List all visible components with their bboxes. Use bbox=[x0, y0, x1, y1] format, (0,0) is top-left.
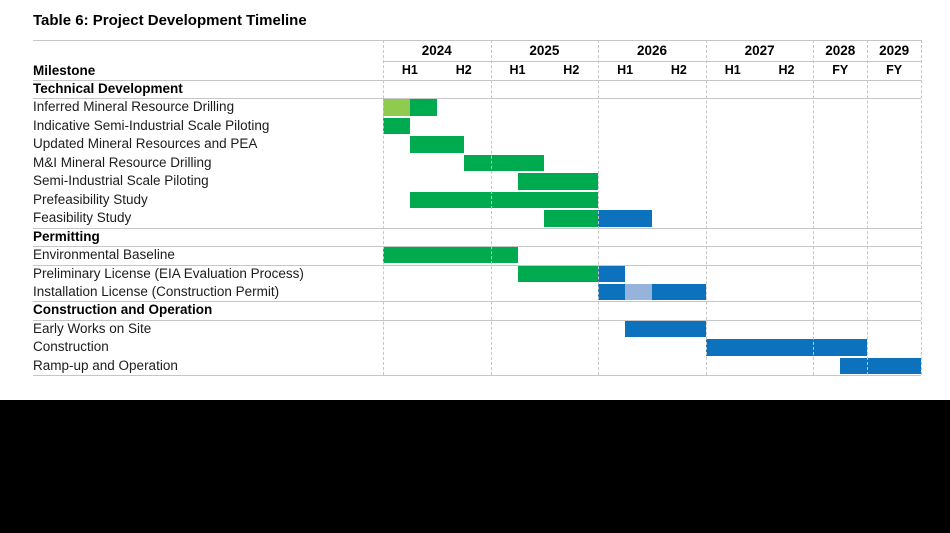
year-gridline bbox=[490, 40, 492, 375]
half-year-label: H2 bbox=[563, 63, 580, 77]
task-label: Preliminary License (EIA Evaluation Proc… bbox=[33, 265, 304, 281]
task-label: Construction bbox=[33, 339, 109, 355]
row-rule bbox=[33, 98, 921, 100]
row-rule bbox=[33, 246, 921, 248]
gantt-bar bbox=[517, 173, 599, 190]
year-gridline bbox=[867, 40, 869, 375]
table-title: Table 6: Project Development Timeline bbox=[33, 12, 307, 29]
letterbox-band bbox=[0, 400, 950, 533]
gantt-bar bbox=[598, 283, 626, 301]
task-label: Ramp-up and Operation bbox=[33, 357, 178, 373]
year-label: 2025 bbox=[529, 43, 560, 58]
gantt-bar bbox=[598, 265, 626, 282]
task-label: Semi-Industrial Scale Piloting bbox=[33, 173, 209, 189]
gantt-bar bbox=[409, 191, 599, 209]
header-bottom-rule bbox=[33, 80, 921, 81]
gantt-bar bbox=[383, 117, 410, 135]
gantt-bar bbox=[705, 339, 868, 356]
year-label: 2024 bbox=[421, 43, 452, 58]
gantt-bar bbox=[652, 283, 706, 301]
task-label: Updated Mineral Resources and PEA bbox=[33, 136, 258, 152]
gantt-bar bbox=[517, 265, 599, 282]
half-year-label: H1 bbox=[401, 63, 418, 77]
task-label: M&I Mineral Resource Drilling bbox=[33, 154, 212, 170]
table-bottom-rule bbox=[33, 375, 921, 376]
year-gridline bbox=[598, 40, 600, 375]
gantt-bar bbox=[840, 357, 921, 375]
task-label: Inferred Mineral Resource Drilling bbox=[33, 99, 235, 115]
half-year-label: H1 bbox=[509, 63, 526, 77]
milestone-column-header: Milestone bbox=[33, 63, 96, 78]
gantt-bar bbox=[625, 320, 706, 338]
task-label: Installation License (Construction Permi… bbox=[33, 283, 280, 299]
half-year-label: FY bbox=[886, 63, 903, 77]
gantt-bar bbox=[383, 247, 518, 264]
row-rule bbox=[33, 319, 921, 321]
year-gridline bbox=[921, 40, 922, 375]
year-label: 2027 bbox=[744, 43, 775, 58]
year-gridline bbox=[813, 40, 815, 375]
half-year-label: H2 bbox=[778, 63, 795, 77]
task-label: Environmental Baseline bbox=[33, 247, 175, 263]
gantt-bar bbox=[409, 136, 464, 153]
gantt-bar bbox=[598, 210, 652, 227]
task-label: Prefeasibility Study bbox=[33, 191, 148, 207]
gantt-bar bbox=[383, 99, 410, 116]
half-year-label: H1 bbox=[617, 63, 634, 77]
task-label: Feasibility Study bbox=[33, 210, 132, 226]
section-header-label: Technical Development bbox=[33, 81, 183, 96]
row-rule bbox=[33, 301, 921, 303]
section-header-label: Construction and Operation bbox=[33, 302, 213, 318]
table-top-rule bbox=[33, 40, 921, 41]
half-year-label: FY bbox=[832, 63, 849, 77]
gantt-bar bbox=[544, 210, 599, 227]
task-label: Early Works on Site bbox=[33, 320, 152, 336]
half-year-label: H1 bbox=[724, 63, 741, 77]
row-rule bbox=[33, 227, 921, 229]
section-header-label: Permitting bbox=[33, 228, 100, 244]
year-gridline bbox=[705, 40, 707, 375]
gantt-bar bbox=[463, 154, 545, 172]
row-rule bbox=[33, 264, 921, 266]
year-label: 2026 bbox=[636, 43, 667, 58]
year-gridline bbox=[383, 40, 384, 375]
task-label: Indicative Semi-Industrial Scale Pilotin… bbox=[33, 117, 270, 133]
half-year-label: H2 bbox=[670, 63, 687, 77]
year-label: 2028 bbox=[825, 43, 856, 58]
half-year-label: H2 bbox=[455, 63, 472, 77]
year-row-rule bbox=[383, 61, 921, 62]
gantt-bar bbox=[625, 283, 652, 301]
gantt-bar bbox=[409, 99, 437, 116]
year-label: 2029 bbox=[879, 43, 910, 58]
